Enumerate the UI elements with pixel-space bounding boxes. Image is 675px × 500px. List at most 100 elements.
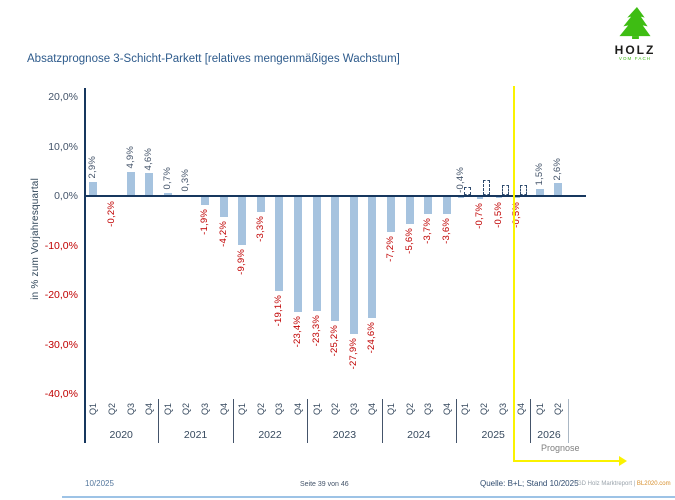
bar bbox=[442, 196, 451, 214]
bar-label: -0,7% bbox=[473, 203, 485, 230]
year-label: 2026 bbox=[537, 429, 561, 441]
bar bbox=[476, 196, 483, 200]
bar bbox=[256, 196, 265, 213]
logo-tagline: VOM FACH bbox=[618, 56, 652, 61]
quarter-label: Q1 bbox=[460, 403, 471, 416]
page-title: Absatzprognose 3-Schicht-Parkett [relati… bbox=[27, 53, 400, 65]
bar bbox=[368, 196, 377, 318]
year-label: 2023 bbox=[332, 429, 357, 441]
bar-label: 0,7% bbox=[161, 167, 173, 190]
y-tick-label: -20,0% bbox=[44, 289, 78, 301]
quarter-label: Q3 bbox=[199, 403, 210, 416]
bar-label: -7,2% bbox=[384, 235, 396, 262]
bar-label: 0,3% bbox=[180, 169, 192, 192]
bar-label: -27,9% bbox=[347, 338, 359, 370]
bar-label: 4,6% bbox=[143, 147, 155, 171]
year-label: 2022 bbox=[258, 429, 282, 441]
quarter-label: Q4 bbox=[218, 403, 229, 416]
year-separator bbox=[530, 399, 532, 443]
bar bbox=[312, 196, 321, 312]
bar-label: -5,6% bbox=[403, 227, 415, 254]
logo: HOLZ VOM FACH bbox=[606, 6, 664, 62]
forecast-bar bbox=[482, 180, 490, 195]
footer-source: Quelle: B+L; Stand 10/2025 bbox=[480, 479, 579, 488]
bar bbox=[126, 171, 135, 196]
logo-wordmark: HOLZ bbox=[614, 43, 656, 57]
bar bbox=[200, 196, 209, 206]
quarter-label: Q4 bbox=[367, 403, 378, 416]
quarter-label: Q3 bbox=[497, 403, 508, 416]
bar-label: 1,5% bbox=[533, 163, 545, 186]
forecast-bar bbox=[464, 186, 472, 195]
footer-date: 10/2025 bbox=[85, 479, 114, 488]
quarter-label: Q4 bbox=[441, 403, 452, 416]
year-label: 2020 bbox=[109, 429, 133, 441]
bar-label: -4,2% bbox=[217, 220, 229, 247]
forecast-divider-line bbox=[513, 86, 515, 462]
bar-label: -1,9% bbox=[198, 209, 210, 236]
y-tick-label: 0,0% bbox=[54, 190, 78, 202]
quarter-label: Q2 bbox=[255, 403, 266, 416]
quarter-label: Q1 bbox=[534, 403, 545, 416]
forecast-arrow-shaft bbox=[513, 460, 619, 462]
bar bbox=[293, 196, 302, 312]
year-separator bbox=[307, 399, 309, 443]
bar bbox=[535, 188, 544, 196]
bar bbox=[386, 196, 395, 232]
bar-label: -24,6% bbox=[366, 321, 378, 354]
bar bbox=[405, 196, 414, 224]
bar-label: 2,6% bbox=[552, 157, 564, 181]
forecast-label: Prognose bbox=[541, 443, 580, 453]
footer-divider bbox=[62, 496, 675, 498]
year-separator bbox=[456, 399, 457, 443]
forecast-bar bbox=[501, 184, 509, 195]
quarter-label: Q3 bbox=[125, 403, 136, 416]
quarter-label: Q1 bbox=[311, 403, 322, 416]
year-label: 2021 bbox=[183, 429, 208, 441]
quarter-label: Q2 bbox=[106, 403, 117, 416]
quarter-label: Q1 bbox=[88, 403, 99, 416]
bar bbox=[495, 196, 502, 199]
quarter-label: Q4 bbox=[292, 403, 303, 416]
quarter-label: Q1 bbox=[162, 403, 173, 416]
tree-icon bbox=[619, 6, 651, 39]
bar bbox=[424, 196, 433, 215]
bar bbox=[349, 196, 358, 335]
bar-label: -0,5% bbox=[492, 202, 504, 229]
quarter-label: Q1 bbox=[237, 403, 248, 416]
bar bbox=[145, 173, 154, 196]
y-tick-label: -30,0% bbox=[44, 338, 78, 351]
quarter-label: Q2 bbox=[478, 403, 489, 416]
year-separator bbox=[567, 399, 569, 443]
y-tick-label: -10,0% bbox=[44, 239, 78, 252]
zero-axis-line bbox=[84, 195, 586, 197]
quarter-label: Q3 bbox=[348, 403, 359, 416]
bar bbox=[331, 196, 340, 321]
y-tick-label: -40,0% bbox=[44, 388, 78, 400]
quarter-label: Q2 bbox=[181, 403, 192, 416]
y-axis-line bbox=[84, 88, 86, 443]
footer-brand-text: GD Holz Marktreport | bbox=[577, 481, 636, 487]
bar bbox=[219, 196, 228, 217]
bar bbox=[275, 196, 284, 291]
quarter-label: Q4 bbox=[144, 403, 155, 416]
bar bbox=[238, 196, 247, 245]
bar bbox=[514, 196, 521, 199]
bar-label: -3,3% bbox=[254, 216, 266, 243]
forecast-arrow-head-icon bbox=[619, 456, 627, 466]
year-separator bbox=[381, 399, 383, 443]
quarter-label: Q3 bbox=[423, 403, 434, 416]
year-label: 2024 bbox=[407, 429, 431, 441]
year-separator bbox=[232, 399, 234, 443]
bar-label: -3,6% bbox=[440, 217, 452, 244]
bar-label: 2,9% bbox=[87, 156, 99, 179]
quarter-label: Q3 bbox=[274, 403, 285, 416]
y-axis-title: in % zum Vorjahresquartal bbox=[30, 178, 41, 300]
footer-page-number: Seite 39 von 46 bbox=[300, 481, 349, 488]
quarter-label: Q2 bbox=[330, 403, 341, 416]
bar-label: -23,3% bbox=[310, 315, 322, 347]
bar-label: -25,2% bbox=[329, 324, 341, 357]
footer-brand-link[interactable]: BL2020.com bbox=[636, 481, 671, 487]
quarter-label: Q4 bbox=[516, 403, 527, 416]
